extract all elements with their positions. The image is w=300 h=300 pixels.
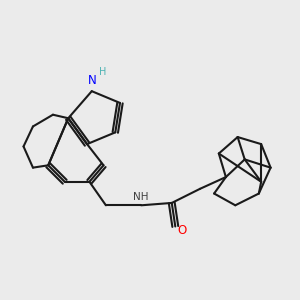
Text: NH: NH [134, 192, 149, 202]
Text: N: N [87, 74, 96, 87]
Text: O: O [178, 224, 187, 236]
Text: H: H [99, 67, 106, 77]
